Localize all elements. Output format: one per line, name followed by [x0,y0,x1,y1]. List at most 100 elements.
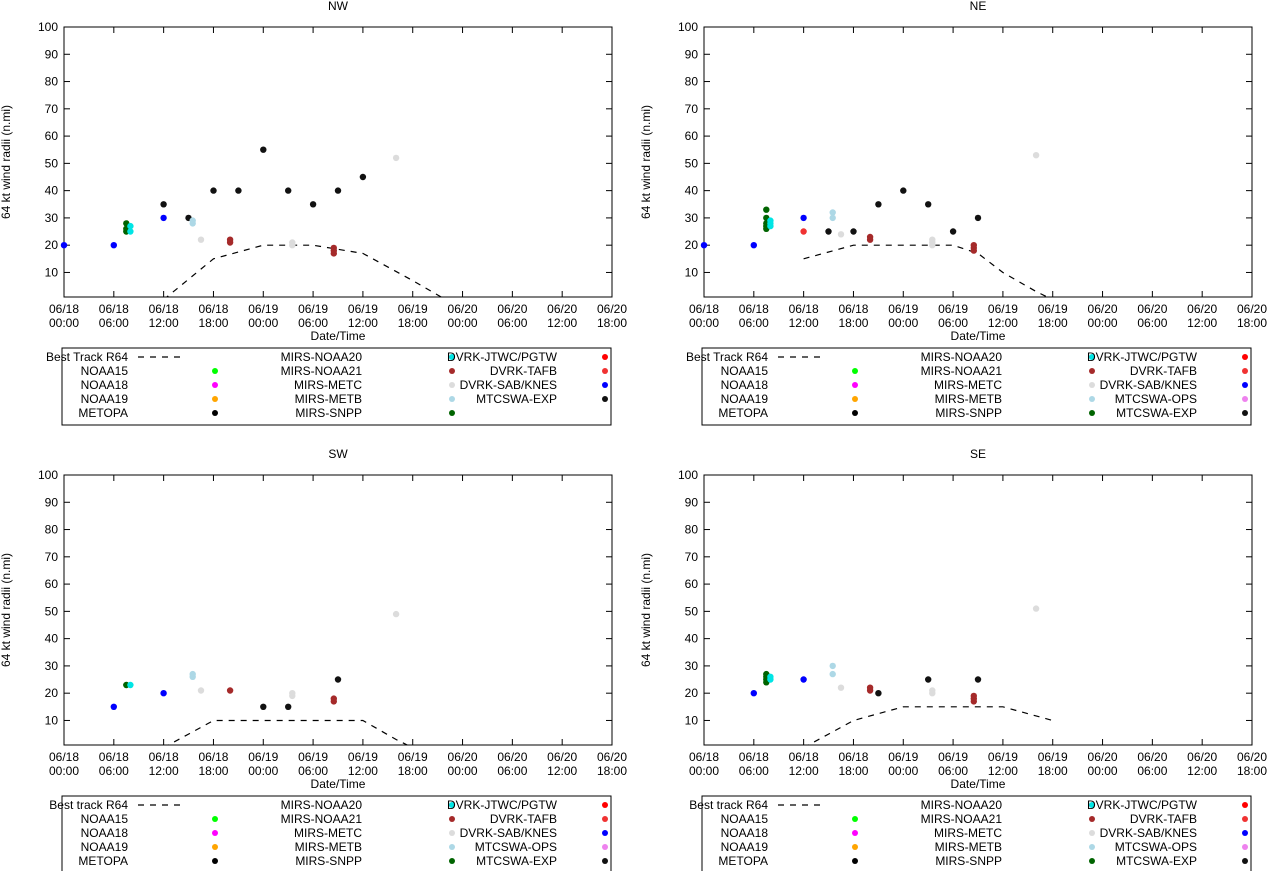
x-tick-label: 18:00 [398,764,428,778]
legend-marker [212,368,218,374]
legend-marker [1089,410,1095,416]
legend-label: Best track R64 [689,798,768,812]
legend-marker [1242,816,1248,822]
data-point-mirs-metc [837,231,845,238]
x-tick-label: 06/19 [248,302,278,316]
data-point-dvrk-sab-knes [160,214,167,222]
data-point-mirs-noaa20 [767,222,774,230]
legend-marker [1089,368,1095,374]
x-axis-label: Date/Time [951,777,1006,791]
x-tick-label: 06/18 [149,750,179,764]
x-tick-label: 06/19 [1038,302,1068,316]
data-point-mtcswa-exp [334,676,342,683]
chart-panel-ne: NE10203040506070809010006/1800:0006/1806… [639,0,1267,426]
legend-marker [1242,830,1248,836]
legend-marker [449,858,455,864]
x-tick-label: 06/20 [1187,750,1217,764]
x-tick-label: 06/19 [348,750,378,764]
x-tick-label: 18:00 [198,316,228,330]
x-tick-label: 18:00 [838,316,868,330]
data-point-mtcswa-exp [260,703,267,710]
data-point-dvrk-sab-knes [800,676,807,683]
x-tick-label: 06:00 [1137,764,1167,778]
data-point-mirs-metc [197,236,205,243]
legend-marker [449,830,455,836]
legend-marker [449,382,455,388]
data-point-mtcswa-exp [900,187,907,194]
legend-marker [212,844,218,850]
x-tick-label: 12:00 [348,764,378,778]
legend-label: MIRS-METC [294,826,362,840]
data-point-mtcswa-exp [875,690,882,697]
data-point-mirs-metb [829,209,836,216]
legend-label: MIRS-METB [935,840,1002,854]
legend-label: NOAA19 [81,392,129,406]
y-tick-label: 20 [45,238,59,252]
y-tick-label: 60 [45,577,59,591]
legend-label: MIRS-NOAA21 [921,812,1003,826]
data-point-dvrk-sab-knes [110,703,118,710]
legend-label: DVRK-TAFB [490,812,557,826]
x-tick-label: 18:00 [597,764,627,778]
legend-marker [1089,382,1095,388]
data-point-mirs-metc [1032,152,1040,159]
y-tick-label: 70 [45,550,59,564]
legend-marker [1242,382,1248,388]
data-point-mirs-metb [189,673,196,680]
data-point-mirs-metc [289,242,296,249]
data-point-dvrk-sab-knes [800,214,807,222]
legend-marker [1089,816,1095,822]
y-tick-label: 20 [45,686,59,700]
data-point-mirs-metc [289,692,296,700]
x-tick-label: 06/20 [1237,750,1267,764]
x-tick-label: 06/19 [398,302,428,316]
y-tick-label: 30 [45,659,59,673]
y-tick-label: 10 [685,713,699,727]
legend-marker [212,816,218,822]
legend-label: DVRK-JTWC/PGTW [1087,798,1198,812]
legend-label: DVRK-SAB/KNES [460,378,557,392]
legend-label: MIRS-SNPP [935,854,1002,868]
y-tick-label: 70 [685,550,699,564]
data-point-mirs-snpp [763,206,770,213]
data-point-mtcswa-exp [285,703,292,710]
y-tick-label: 70 [45,102,59,116]
x-tick-label: 12:00 [547,316,577,330]
y-tick-label: 50 [45,156,59,170]
x-tick-label: 00:00 [888,316,918,330]
x-tick-label: 06/20 [448,302,478,316]
best-track-line [165,244,443,297]
y-tick-label: 40 [685,184,699,198]
legend-marker [449,396,455,402]
y-axis-label: 64 kt wind radii (n.mi) [639,553,653,667]
legend-label: NOAA19 [721,840,769,854]
x-tick-label: 06:00 [497,764,527,778]
x-tick-label: 06/19 [938,750,968,764]
legend-marker [852,844,858,850]
y-axis-label: 64 kt wind radii (n.mi) [0,105,13,219]
legend-marker [602,858,608,864]
data-point-dvrk-sab-knes [750,690,757,697]
legend-marker [602,816,608,822]
x-tick-label: 06/19 [248,750,278,764]
x-axis-label: Date/Time [311,329,366,343]
x-tick-label: 06/20 [1137,750,1167,764]
x-tick-label: 06/18 [149,302,179,316]
legend-marker [602,396,608,402]
x-tick-label: 06:00 [497,316,527,330]
x-tick-label: 00:00 [448,316,478,330]
y-tick-label: 20 [685,686,699,700]
y-tick-label: 100 [38,468,58,482]
y-tick-label: 10 [685,265,699,279]
y-tick-label: 50 [685,156,699,170]
x-tick-label: 18:00 [838,764,868,778]
data-point-mirs-noaa20 [127,228,134,235]
x-tick-label: 06/18 [198,750,228,764]
legend-marker [1089,858,1095,864]
legend-marker [1242,396,1248,402]
data-point-mirs-noaa21 [866,236,874,243]
legend-marker [1242,802,1248,808]
y-tick-label: 20 [685,238,699,252]
legend-label: MIRS-METC [294,378,362,392]
data-point-mtcswa-exp [359,173,367,181]
